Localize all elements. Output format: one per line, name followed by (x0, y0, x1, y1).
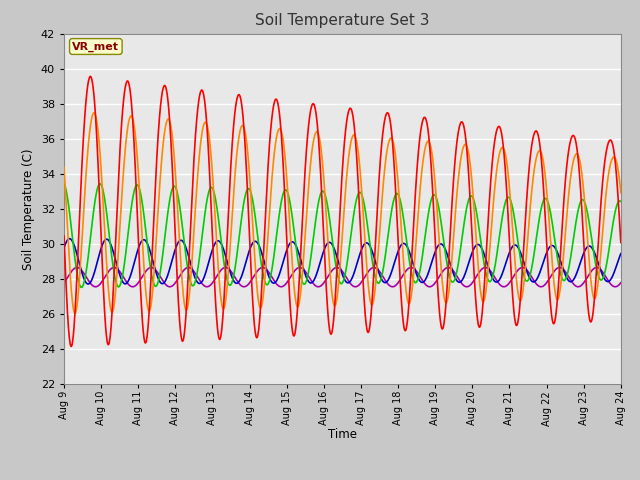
X-axis label: Time: Time (328, 428, 357, 441)
Title: Soil Temperature Set 3: Soil Temperature Set 3 (255, 13, 429, 28)
Text: VR_met: VR_met (72, 41, 119, 52)
Y-axis label: Soil Temperature (C): Soil Temperature (C) (22, 148, 35, 270)
